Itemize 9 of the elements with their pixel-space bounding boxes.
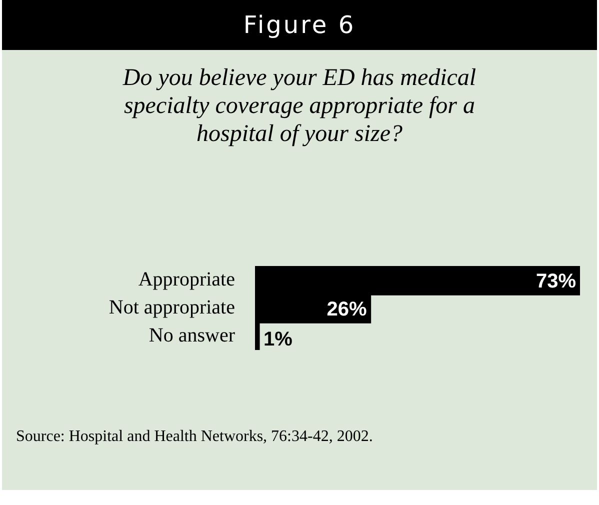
data-label: 1% — [263, 328, 293, 351]
y-tick-label: Appropriate — [138, 268, 236, 290]
source-note: Source: Hospital and Health Networks, 76:34-42, 2002. — [16, 427, 374, 447]
data-label: 26% — [326, 298, 367, 321]
data-label: 73% — [536, 270, 576, 293]
y-tick-label: No answer — [148, 324, 236, 346]
y-tick-label: Not appropriate — [108, 296, 236, 318]
chart-subtitle: Do you believe your ED has medical specialty coverage appropriate for a hospital of your size? — [122, 64, 478, 148]
chart-title: Figure 6 — [2, 0, 597, 50]
